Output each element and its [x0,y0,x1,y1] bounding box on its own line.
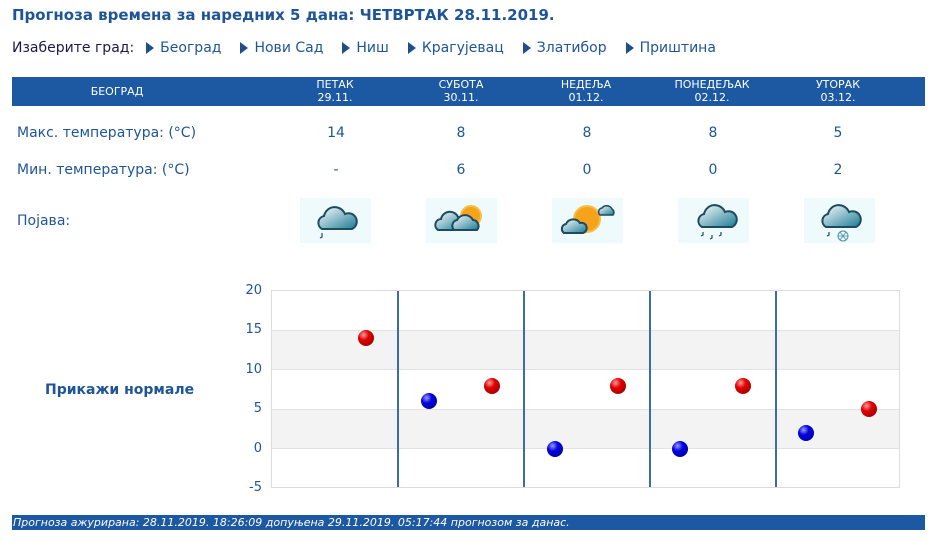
y-tick: 20 [245,283,262,298]
max-temp-point [358,330,374,347]
city-link-nis[interactable]: Ниш [342,40,389,56]
max-temp-label: Макс. температура: (°C) [17,125,197,141]
min-temp-point [798,424,815,441]
cloud-rain-snow-icon [804,198,875,243]
day-divider [397,291,399,487]
min-temp-point [546,440,563,457]
max-temp-point [609,377,626,394]
y-tick: 5 [253,401,262,416]
city-selector: Изаберите град: Београд Нови Сад Ниш Кра… [12,40,735,56]
page-title: Прогноза времена за наредних 5 дана: ЧЕТ… [12,6,555,24]
max-temp-value: 14 [327,125,345,141]
cloud-light-rain-icon [300,198,371,243]
city-link-novi-sad[interactable]: Нови Сад [240,40,323,56]
grid-band [272,330,899,370]
y-tick: -5 [249,480,262,495]
day-header: УТОРАК 03.12. [815,78,861,104]
min-temp-value: 0 [708,162,718,178]
day-divider [649,291,651,487]
selected-city: БЕОГРАД [90,85,144,98]
cloud-rain-icon [678,198,749,243]
update-info-bar: Прогноза ажурирана: 28.11.2019. 18:26:09… [12,515,925,530]
max-temp-point [735,377,752,394]
city-link-kragujevac[interactable]: Крагујевац [407,40,504,56]
day-header: НЕДЕЉА 01.12. [560,78,612,104]
max-temp-point [483,377,500,394]
min-temp-value: 2 [833,162,843,178]
y-tick: 10 [245,362,262,377]
min-temp-value: 0 [582,162,592,178]
arrow-right-icon [240,42,249,54]
grid-line [272,448,899,449]
max-temp-value: 5 [833,125,843,141]
arrow-right-icon [146,42,155,54]
min-temp-value: - [333,162,339,178]
max-temp-value: 8 [456,125,466,141]
arrow-right-icon [522,42,531,54]
city-select-label: Изаберите град: [12,40,135,56]
cloud-sun-icon [426,198,497,243]
min-temp-point [420,393,437,410]
max-temp-point [861,401,878,418]
city-link-beograd[interactable]: Београд [146,40,221,56]
city-link-zlatibor[interactable]: Златибор [522,40,607,56]
y-tick: 0 [253,441,262,456]
y-tick: 15 [245,322,262,337]
city-link-pristina[interactable]: Приштина [625,40,716,56]
max-temp-value: 8 [582,125,592,141]
day-divider [775,291,777,487]
grid-band [272,409,899,449]
forecast-table-header: БЕОГРАД ПЕТАК 29.11. СУБОТА 30.11. НЕДЕЉА 0… [12,77,925,106]
arrow-right-icon [625,42,634,54]
arrow-right-icon [342,42,351,54]
min-temp-point [672,440,689,457]
show-normals-link[interactable]: Прикажи нормале [45,382,195,398]
day-header: ПОНЕДЕЉАК 02.12. [674,78,750,104]
grid-line [272,369,899,370]
temperature-chart [271,290,900,488]
phenomenon-label: Појава: [17,213,71,229]
day-header: ПЕТАК 29.11. [316,78,354,104]
sun-cloud-icon [552,198,623,243]
min-temp-label: Мин. температура: (°C) [17,162,190,178]
grid-line [272,409,899,410]
max-temp-value: 8 [708,125,718,141]
arrow-right-icon [407,42,416,54]
day-divider [523,291,525,487]
min-temp-value: 6 [456,162,466,178]
grid-line [272,330,899,331]
day-header: СУБОТА 30.11. [438,78,484,104]
